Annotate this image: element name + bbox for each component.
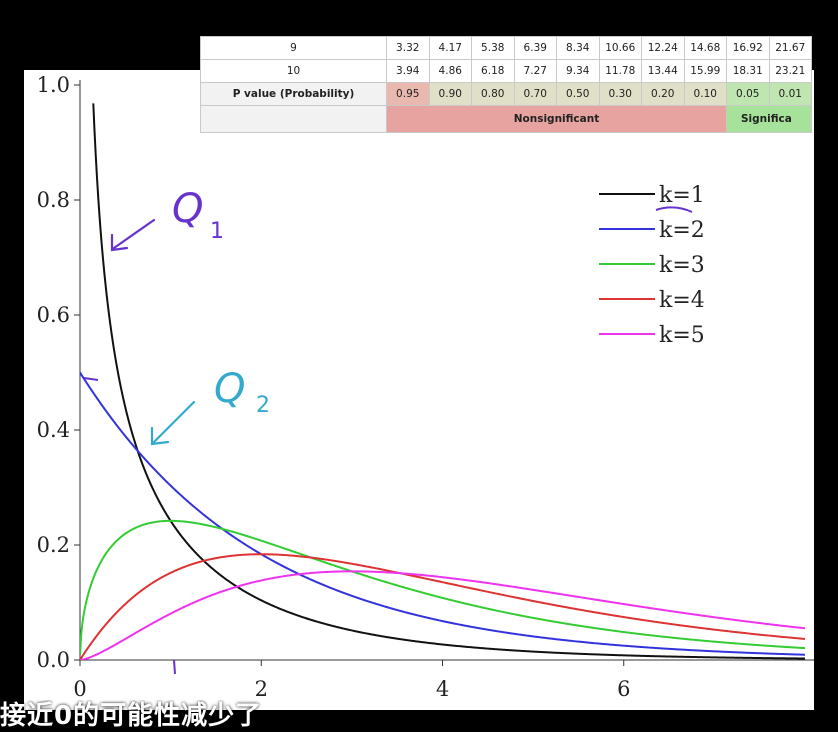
x-tick-label: 2: [255, 677, 268, 701]
pen-tick: [83, 377, 99, 381]
pen-underline: [655, 206, 693, 213]
legend-label: k=4: [659, 288, 705, 313]
annotations: Q 1Q 2: [83, 186, 270, 675]
y-tick-label: 0.8: [37, 188, 70, 212]
table-cell: 16.92: [726, 36, 770, 60]
table-cell: 9.34: [556, 59, 600, 83]
nonsignificant-band: Nonsignificant: [386, 105, 727, 133]
p-value-cell: 0.90: [428, 82, 472, 106]
table-cell: 10.66: [598, 36, 642, 60]
y-tick-label: 0.4: [37, 418, 70, 442]
y-tick-label: 0.6: [37, 303, 70, 327]
p-value-cell: 0.30: [598, 82, 642, 106]
table-cell: 4.86: [428, 59, 472, 83]
table-row: 10 3.94 4.86 6.18 7.27 9.34 11.78 13.44 15.99 18.…: [200, 59, 812, 83]
y-tick-label: 0.0: [37, 648, 70, 672]
y-tick-label: 1.0: [37, 73, 70, 97]
series-line-k3: [80, 519, 806, 655]
table-row: 9 3.32 4.17 5.38 6.39 8.34 10.66 12.24 14.68 16.9…: [200, 36, 812, 60]
tick-labels: 0.0 0.2 0.4 0.6 0.8 1.0 0 2 4 6: [37, 73, 631, 701]
table-cell: 3.32: [386, 36, 430, 60]
table-cell: 15.99: [683, 59, 727, 83]
plot-panel: 0.0 0.2 0.4 0.6 0.8 1.0 0 2 4 6 k=1 k=2 k=3 k=4 k=5 Q…: [24, 70, 814, 710]
table-cell: 21.67: [768, 36, 812, 60]
table-cell: 3.94: [386, 59, 430, 83]
q1-label: Q: [172, 186, 203, 232]
table-cell: 14.68: [683, 36, 727, 60]
pen-tick: [173, 659, 176, 675]
significance-band-row: Nonsignificant Significa: [200, 105, 812, 133]
q1-arrow-head: [110, 233, 129, 252]
series-line-k5: [80, 570, 806, 660]
p-value-cell: 0.20: [641, 82, 685, 106]
q2-arrow-shaft: [152, 400, 196, 444]
y-tick-label: 0.2: [37, 533, 70, 557]
x-tick-label: 4: [436, 677, 449, 701]
table-cell: 6.18: [471, 59, 515, 83]
significant-band: Significa: [726, 105, 812, 133]
q1-arrow-shaft: [112, 218, 156, 250]
band-spacer: [200, 105, 387, 133]
p-value-cell: 0.05: [726, 82, 770, 106]
table-cell: 6.39: [513, 36, 557, 60]
p-value-cell: 0.01: [768, 82, 812, 106]
p-value-cell: 0.95: [386, 82, 430, 106]
p-value-row: P value (Probability) 0.95 0.90 0.80 0.70 0.5…: [200, 82, 812, 106]
chi-square-table: 9 3.32 4.17 5.38 6.39 8.34 10.66 12.24 14.68 16.9…: [200, 36, 812, 133]
q2-label: Q: [214, 366, 245, 412]
table-cell: 12.24: [641, 36, 685, 60]
axes: [74, 80, 814, 666]
p-value-label: P value (Probability): [200, 82, 387, 106]
table-cell: 23.21: [768, 59, 812, 83]
p-value-cell: 0.80: [471, 82, 515, 106]
p-value-cell: 0.70: [513, 82, 557, 106]
p-value-cell: 0.10: [683, 82, 727, 106]
table-cell: 11.78: [598, 59, 642, 83]
table-cell: 5.38: [471, 36, 515, 60]
series-line-k2: [80, 372, 806, 656]
curves: [80, 103, 806, 660]
table-row-label: 10: [200, 59, 387, 83]
table-row-label: 9: [200, 36, 387, 60]
chi-square-chart: 0.0 0.2 0.4 0.6 0.8 1.0 0 2 4 6 k=1 k=2 k=3 k=4 k=5 Q…: [37, 73, 814, 701]
series-line-k1: [92, 103, 806, 660]
table-cell: 18.31: [726, 59, 770, 83]
legend: k=1 k=2 k=3 k=4 k=5: [599, 183, 705, 348]
legend-label: k=2: [659, 218, 705, 243]
table-cell: 7.27: [513, 59, 557, 83]
q2-arrow-head: [150, 426, 170, 446]
q1-subscript: 1: [210, 219, 224, 244]
table-cell: 8.34: [556, 36, 600, 60]
p-value-cell: 0.50: [556, 82, 600, 106]
legend-label: k=5: [659, 323, 705, 348]
x-tick-label: 6: [617, 677, 630, 701]
table-cell: 4.17: [428, 36, 472, 60]
video-subtitle: 接近0的可能性减少了: [0, 701, 263, 731]
x-tick-label: 0: [73, 677, 86, 701]
q2-subscript: 2: [256, 393, 270, 418]
legend-label: k=3: [659, 253, 705, 278]
legend-label: k=1: [659, 183, 705, 208]
series-line-k4: [80, 553, 806, 660]
table-cell: 13.44: [641, 59, 685, 83]
